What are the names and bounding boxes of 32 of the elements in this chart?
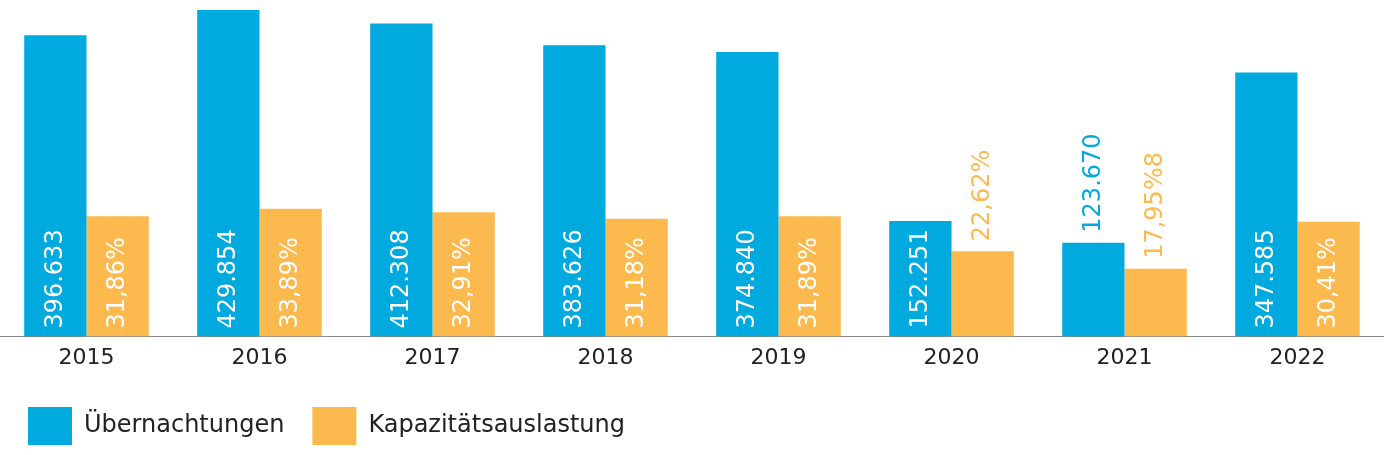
bar — [370, 23, 433, 337]
bar — [1235, 72, 1298, 337]
x-tick-label: 2021 — [1096, 343, 1153, 369]
data-label: 32,91% — [447, 237, 476, 329]
data-label: 31,89% — [793, 237, 822, 329]
data-label: 383.626 — [558, 229, 587, 329]
x-tick-label: 2018 — [577, 343, 634, 369]
data-label: 374.840 — [731, 229, 760, 329]
data-label: 31,86% — [101, 237, 130, 329]
x-tick-label: 2016 — [231, 343, 288, 369]
x-tick-label: 2017 — [404, 343, 461, 369]
data-label: 396.633 — [39, 229, 68, 329]
legend-label: Kapazitätsauslastung — [368, 410, 626, 439]
data-label: 30,41% — [1312, 237, 1341, 329]
data-label: 429.854 — [212, 229, 241, 329]
legend-label: Übernachtungen — [84, 409, 285, 439]
x-tick-label: 2020 — [923, 343, 980, 369]
data-label: 31,18% — [620, 237, 649, 329]
x-tick-label: 2022 — [1269, 343, 1326, 369]
data-label: 17,95%8 — [1139, 152, 1168, 259]
data-label: 22,62% — [966, 149, 995, 242]
x-tick-label: 2019 — [750, 343, 807, 369]
data-label: 347.585 — [1250, 229, 1279, 329]
bar — [543, 45, 606, 337]
bar — [716, 51, 779, 337]
data-label: 123.670 — [1077, 133, 1106, 233]
data-label: 33,89% — [274, 237, 303, 329]
x-tick-label: 2015 — [58, 343, 115, 369]
bar — [197, 10, 260, 337]
data-label: 152.251 — [904, 229, 933, 329]
data-label: 412.308 — [385, 229, 414, 329]
bar — [24, 35, 87, 337]
